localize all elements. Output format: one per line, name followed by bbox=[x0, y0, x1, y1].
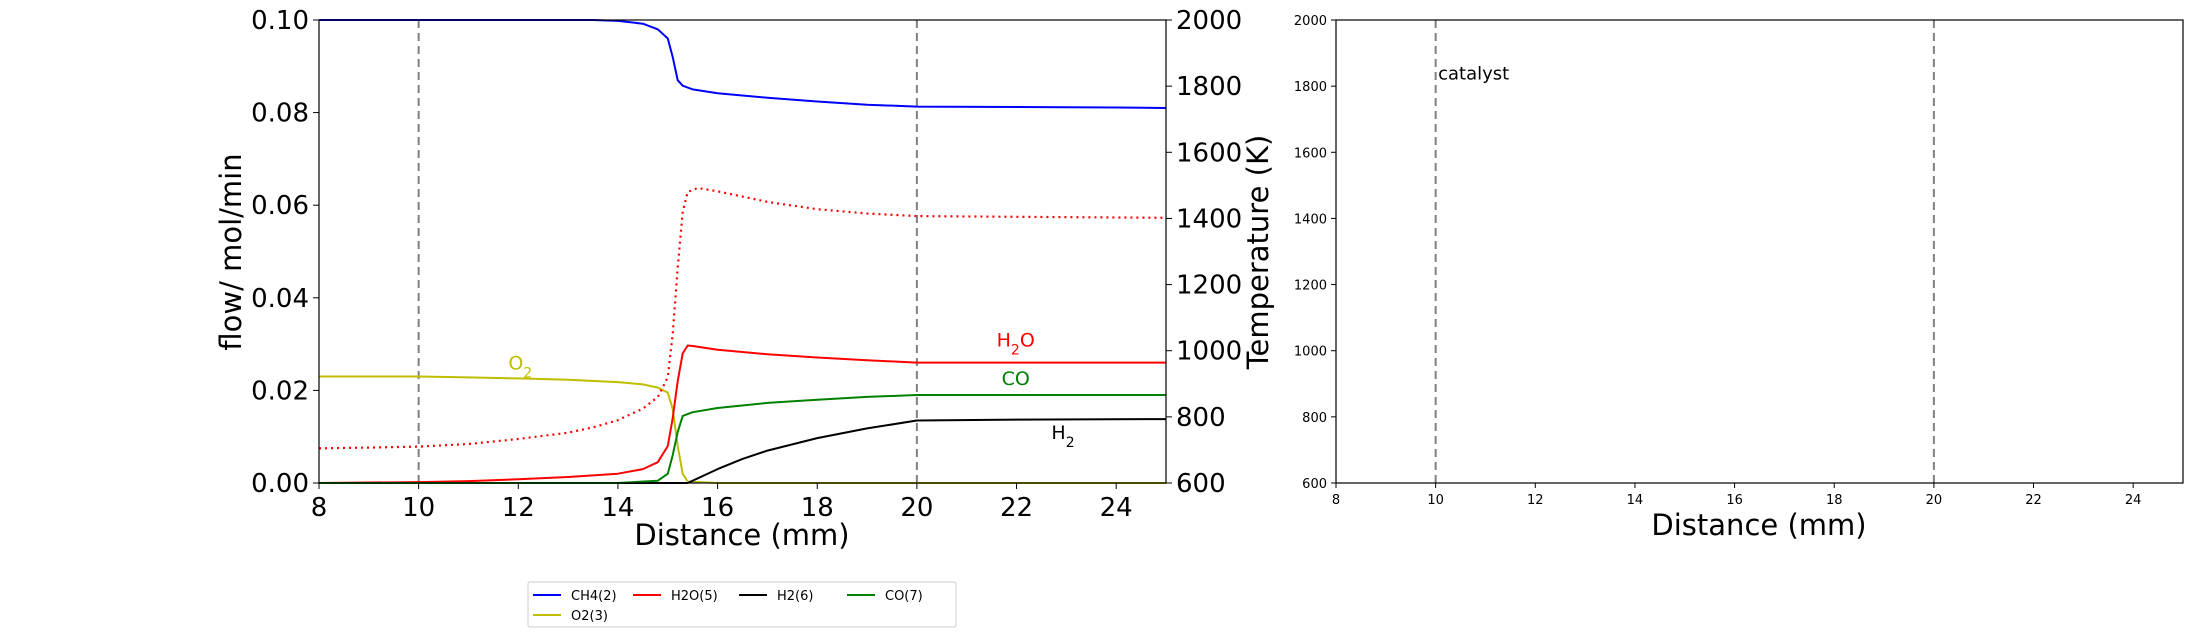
y2-tick-label: 600 bbox=[1176, 469, 1226, 499]
legend-entry: O2(3) bbox=[533, 609, 608, 624]
series-line-ch4-2 bbox=[319, 19, 1167, 109]
x-tick-label: 10 bbox=[1427, 493, 1444, 508]
x-tick-label: 16 bbox=[701, 493, 734, 523]
series-line-h2-6 bbox=[319, 418, 1167, 484]
x-tick-label: 20 bbox=[1926, 493, 1943, 508]
series-line-temperature bbox=[318, 186, 1167, 450]
x-tick-label: 12 bbox=[502, 493, 535, 523]
legend-label: CO(7) bbox=[885, 589, 923, 604]
legend-box bbox=[527, 581, 957, 628]
series-line-h2o-5 bbox=[318, 344, 1166, 484]
x-axis-title: Distance (mm) bbox=[634, 518, 849, 552]
x-tick-label: 10 bbox=[402, 493, 435, 523]
legend-entry: H2(6) bbox=[739, 589, 813, 604]
x-axis-title: Distance (mm) bbox=[1651, 508, 1866, 542]
series-annotation: O2 bbox=[508, 353, 532, 382]
y-tick-label: 1800 bbox=[1294, 80, 1327, 95]
y2-tick-label: 1200 bbox=[1176, 271, 1242, 301]
y2-tick-label: 800 bbox=[1176, 403, 1226, 433]
legend-label: H2O(5) bbox=[671, 589, 718, 604]
y2-tick-label: 2000 bbox=[1176, 6, 1242, 36]
x-tick-label: 8 bbox=[1332, 493, 1340, 508]
y-tick-label: 1400 bbox=[1294, 212, 1327, 227]
plot-frame bbox=[1335, 19, 2184, 484]
y-tick-label: 0.10 bbox=[251, 6, 309, 36]
x-tick-label: 24 bbox=[1100, 493, 1133, 523]
y2-tick-label: 1600 bbox=[1176, 138, 1242, 168]
y-tick-label: 1600 bbox=[1294, 146, 1327, 161]
y-tick-label: 0.08 bbox=[251, 99, 309, 129]
legend: CH4(2) H2O(5) H2(6) CO(7) O2(3) bbox=[527, 581, 957, 628]
series-line-o2-3 bbox=[319, 375, 1166, 484]
y2-axis-title: Temperature (K) bbox=[1241, 135, 1275, 371]
legend-label: O2(3) bbox=[571, 609, 608, 624]
y-tick-label: 1000 bbox=[1294, 345, 1327, 360]
x-tick-label: 24 bbox=[2125, 493, 2142, 508]
y-tick-label: 0.00 bbox=[251, 469, 309, 499]
legend-label: H2(6) bbox=[777, 589, 813, 604]
y-tick-label: 0.04 bbox=[251, 284, 309, 314]
legend-entry: CO(7) bbox=[847, 589, 923, 604]
y2-tick-label: 1800 bbox=[1176, 72, 1242, 102]
series-annotation: CO bbox=[1002, 368, 1030, 390]
x-tick-label: 18 bbox=[1826, 493, 1843, 508]
y2-tick-label: 1400 bbox=[1176, 204, 1242, 234]
series-annotation: H2 bbox=[1051, 422, 1074, 451]
x-tick-label: 20 bbox=[900, 493, 933, 523]
x-tick-label: 18 bbox=[801, 493, 834, 523]
x-tick-label: 8 bbox=[311, 493, 328, 523]
y-tick-label: 0.06 bbox=[251, 191, 309, 221]
y-axis-title: flow/ mol/min bbox=[214, 153, 248, 350]
y-tick-label: 2000 bbox=[1294, 14, 1327, 29]
x-tick-label: 16 bbox=[1726, 493, 1743, 508]
x-tick-label: 14 bbox=[1627, 493, 1644, 508]
y-tick-label: 800 bbox=[1302, 411, 1327, 426]
series-annotation: H2O bbox=[997, 329, 1035, 358]
plot-frame bbox=[318, 19, 1167, 484]
legend-entry: CH4(2) bbox=[533, 589, 617, 604]
flow-temperature-chart: 8 10 12 14 16 18 20 22 24 0.00 0.02 0.04 0.06 0.08 0.… bbox=[214, 6, 1275, 552]
y-tick-label: 1200 bbox=[1294, 279, 1327, 294]
series-annotation: catalyst bbox=[1438, 64, 1509, 85]
legend-entry: H2O(5) bbox=[633, 589, 718, 604]
y-tick-label: 600 bbox=[1302, 477, 1327, 492]
catalyst-chart: 8 10 12 14 16 18 20 22 24 600 800 1000 1200 1400 1600… bbox=[1294, 14, 2184, 542]
x-tick-label: 22 bbox=[1000, 493, 1033, 523]
legend-label: CH4(2) bbox=[571, 589, 617, 604]
series-line-co-7 bbox=[319, 394, 1166, 484]
x-tick-label: 14 bbox=[601, 493, 634, 523]
x-tick-label: 12 bbox=[1527, 493, 1544, 508]
x-tick-label: 22 bbox=[2025, 493, 2042, 508]
y2-tick-label: 1000 bbox=[1176, 337, 1242, 367]
y-tick-label: 0.02 bbox=[251, 376, 309, 406]
